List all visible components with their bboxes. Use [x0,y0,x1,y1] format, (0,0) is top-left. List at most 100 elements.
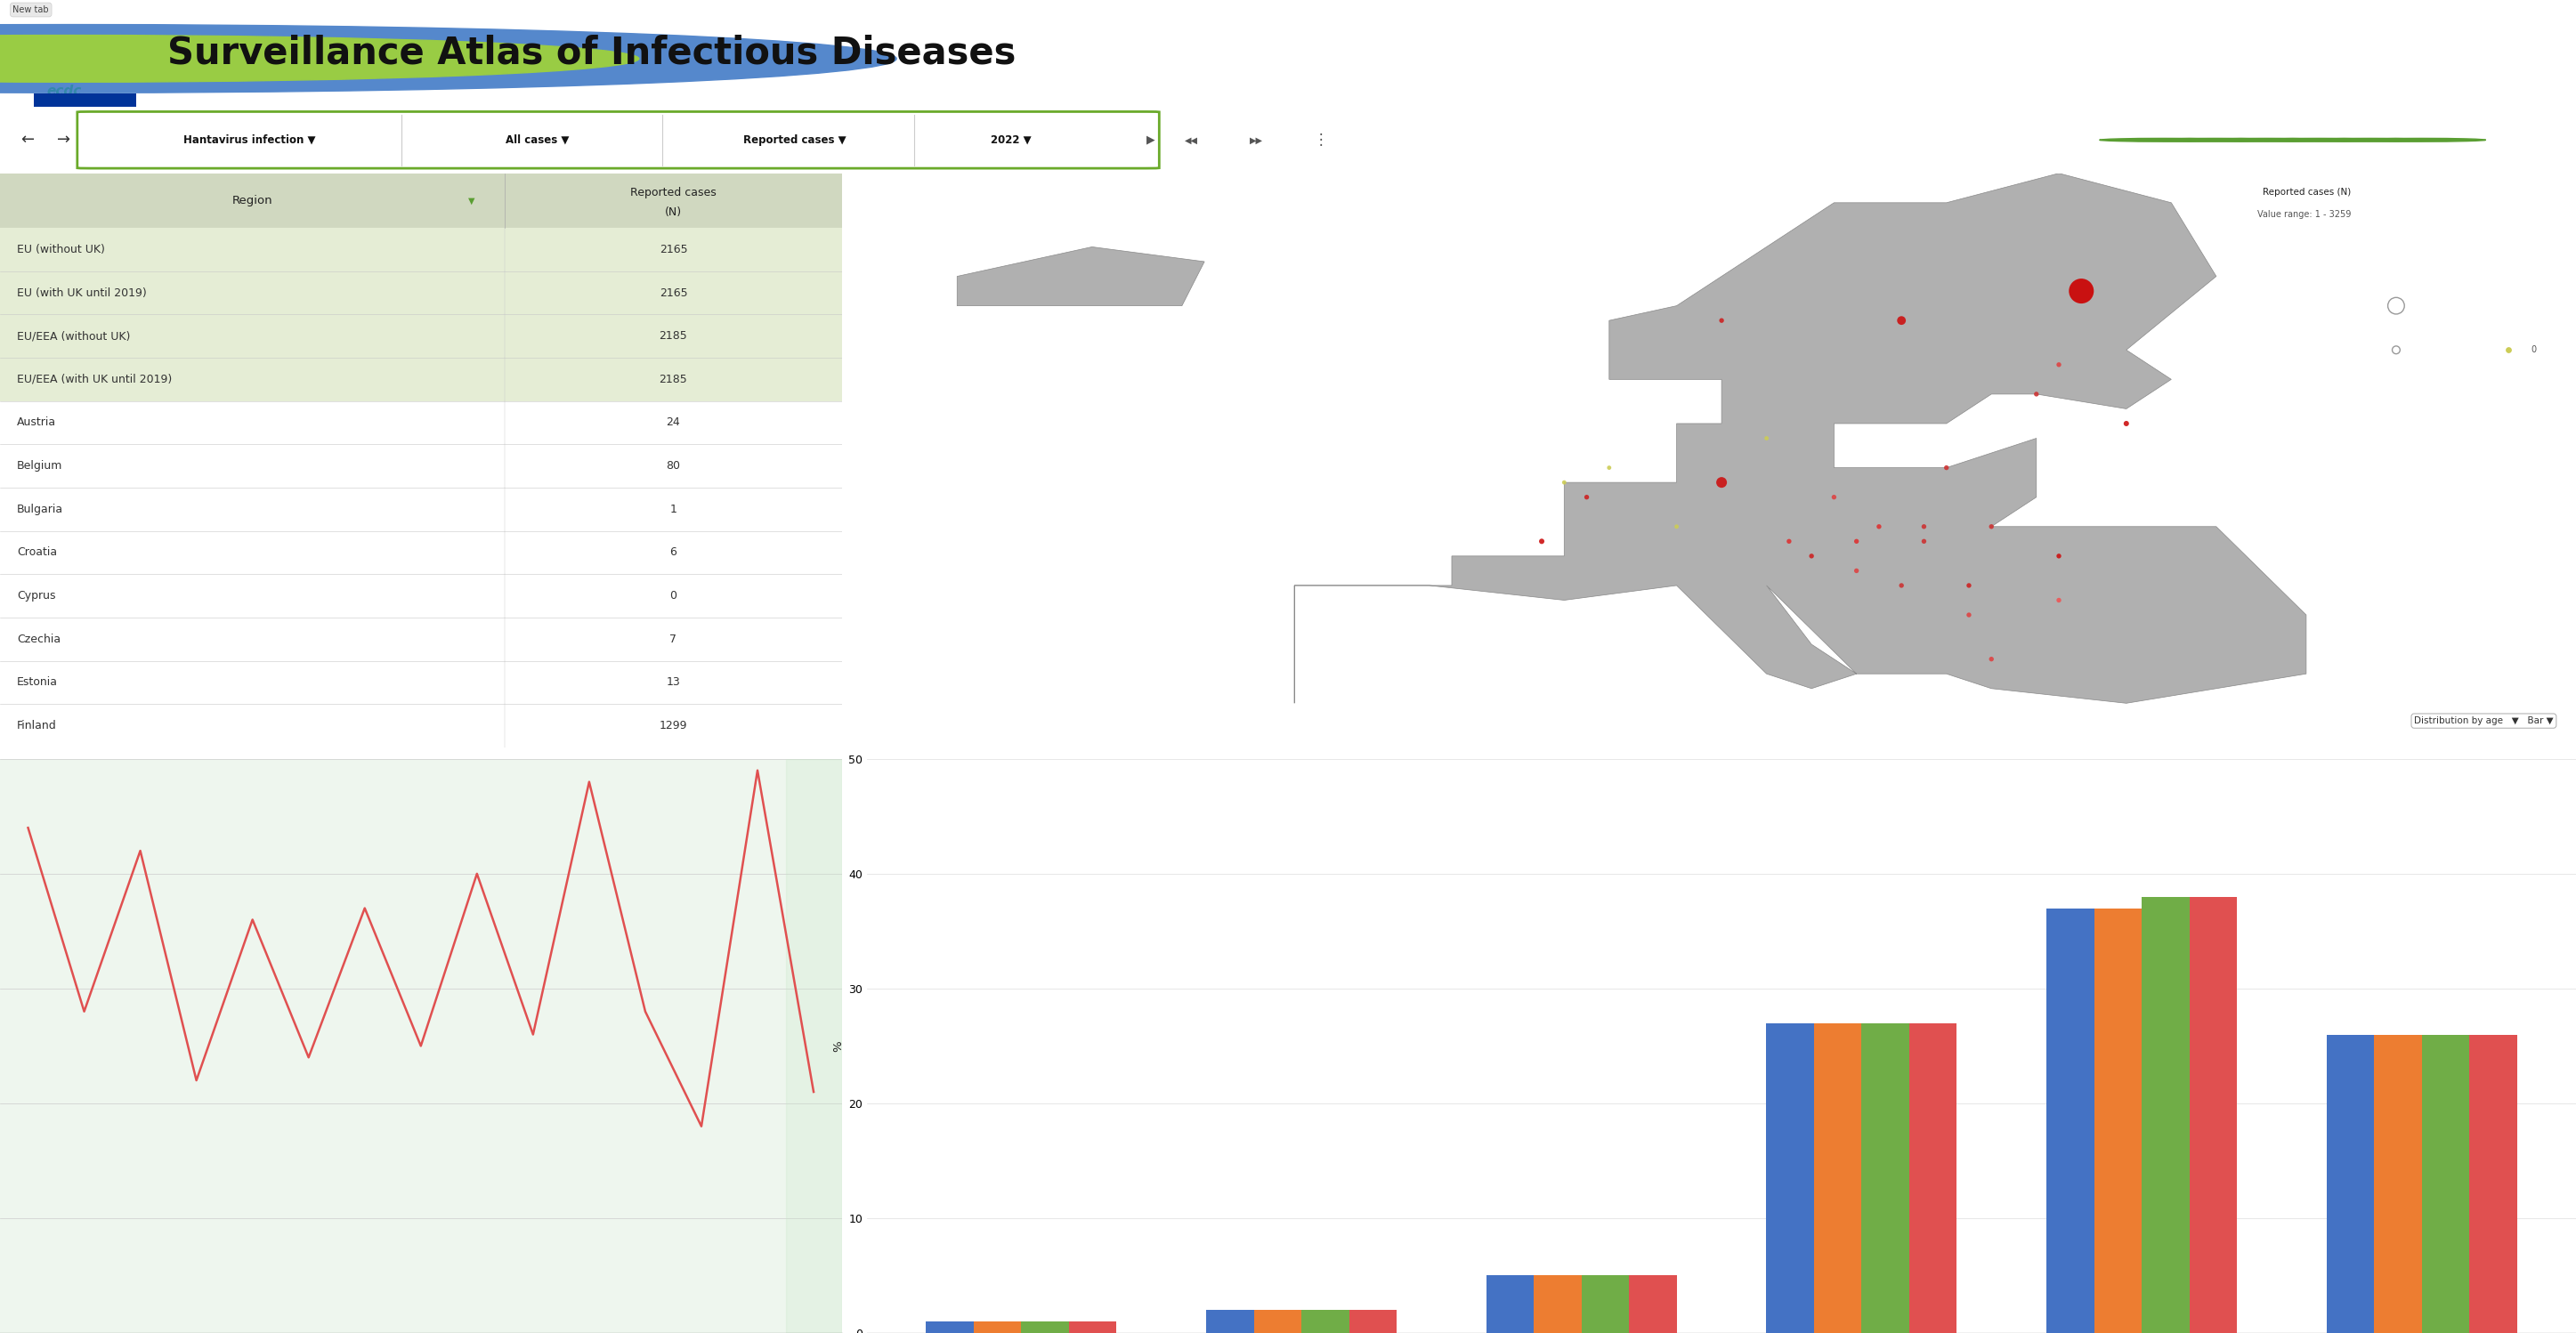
Text: →: → [57,132,70,148]
Bar [1206,1310,1255,1333]
Bar [0,704,842,748]
Circle shape [0,24,896,93]
Point [2038,545,2079,567]
Bar [0,173,842,228]
Bar [2045,908,2094,1333]
Point [1520,531,1561,552]
Text: 2022 ▼: 2022 ▼ [992,135,1030,145]
Polygon shape [958,247,1206,305]
Bar [0,488,842,531]
Text: 80: 80 [667,460,680,472]
Text: Bulgaria: Bulgaria [18,504,64,515]
Bar [2470,1034,2517,1333]
Text: ◀◀: ◀◀ [1185,136,1198,144]
Point [1837,531,1878,552]
Text: Austria: Austria [18,417,57,428]
Bar [1862,1022,1909,1333]
Bar [0,617,842,661]
Circle shape [0,35,639,83]
Bar [33,93,137,107]
Circle shape [2357,139,2486,141]
Bar [1767,1022,1814,1333]
Text: 13: 13 [667,677,680,688]
Bar [1909,1022,1958,1333]
Y-axis label: %: % [832,1040,845,1052]
Text: (N): (N) [665,207,683,219]
Text: 2185: 2185 [659,373,688,385]
Text: New tab: New tab [13,5,49,15]
Bar [0,357,842,401]
Bar [1350,1310,1396,1333]
Circle shape [2202,139,2331,141]
Text: Czechia: Czechia [18,633,62,645]
Point [1566,487,1607,508]
Circle shape [2099,139,2228,141]
Text: EU (without UK): EU (without UK) [18,244,106,255]
Point [1700,472,1741,493]
Point [1947,604,1989,625]
Text: EU/EEA (with UK until 2019): EU/EEA (with UK until 2019) [18,373,173,385]
Bar [2094,908,2141,1333]
Bar [0,661,842,704]
Bar [925,1321,974,1333]
Bar [0,444,842,488]
Bar [1628,1276,1677,1333]
Text: ▶▶: ▶▶ [1249,136,1262,144]
Bar [1301,1310,1350,1333]
Text: 7: 7 [670,633,677,645]
Bar [0,271,842,315]
Text: Reported cases (N): Reported cases (N) [2262,188,2352,197]
Text: Reported cases: Reported cases [631,187,716,199]
Circle shape [2306,139,2434,141]
Text: EU (with UK until 2019): EU (with UK until 2019) [18,287,147,299]
Point [1947,575,1989,596]
Text: Hantavirus infection ▼: Hantavirus infection ▼ [183,135,317,145]
Bar [0,315,842,357]
Bar [0,228,842,271]
Bar [1814,1022,1862,1333]
Polygon shape [1293,173,2306,704]
Bar [1069,1321,1115,1333]
Point [2105,413,2146,435]
Bar [1255,1310,1301,1333]
Bar [1486,1276,1533,1333]
Point [1927,457,1968,479]
Point [1790,545,1832,567]
Bar [1020,1321,1069,1333]
Text: Region: Region [232,195,273,207]
Point [2017,384,2058,405]
Point [1814,487,1855,508]
Point [1880,575,1922,596]
Bar [2421,1034,2470,1333]
Point [2375,295,2416,316]
Point [1656,516,1698,537]
Point [1589,457,1631,479]
Text: ←: ← [21,132,33,148]
Text: 2165: 2165 [659,244,688,255]
Point [1747,428,1788,449]
Bar [2375,1034,2421,1333]
Bar [2190,897,2236,1333]
Text: ecdc: ecdc [46,85,82,99]
Point [2375,340,2416,361]
Text: 1299: 1299 [659,720,688,732]
Text: Value range: 1 - 3259: Value range: 1 - 3259 [2257,211,2352,219]
Text: All cases ▼: All cases ▼ [505,135,569,145]
Point [1837,560,1878,581]
Point [1971,516,2012,537]
Text: Estonia: Estonia [18,677,57,688]
Bar [1533,1276,1582,1333]
Text: 2185: 2185 [659,331,688,341]
Point [1543,472,1584,493]
Point [2038,589,2079,611]
Text: Croatia: Croatia [18,547,57,559]
Text: ⋮: ⋮ [1314,132,1329,148]
Point [2488,340,2530,361]
Text: 24: 24 [667,417,680,428]
Text: EU/EEA (without UK): EU/EEA (without UK) [18,331,131,341]
Bar [0,575,842,617]
Bar [1582,1276,1628,1333]
Bar [786,758,842,1333]
Text: 0: 0 [670,591,677,601]
Point [1904,531,1945,552]
